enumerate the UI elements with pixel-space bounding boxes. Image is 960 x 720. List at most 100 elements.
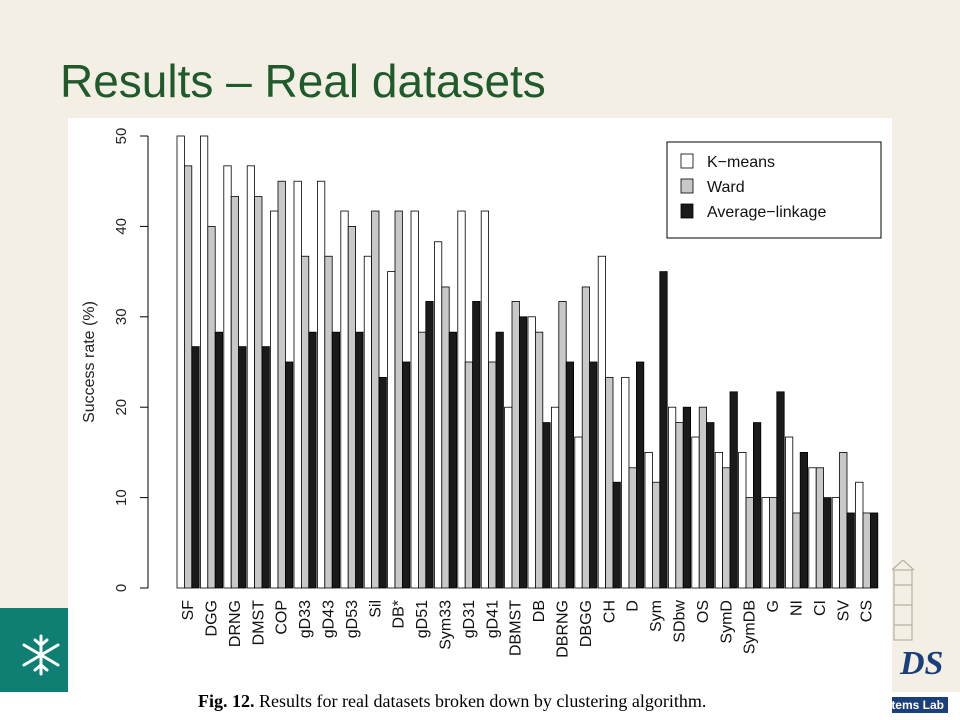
bar-ward bbox=[722, 467, 731, 589]
x-tick-label: NI bbox=[789, 600, 806, 616]
bar-average-linkage bbox=[659, 271, 668, 589]
bar-kmeans bbox=[410, 210, 419, 589]
bar-average-linkage bbox=[706, 422, 715, 589]
tower-logo: DS bbox=[891, 560, 943, 682]
bar-kmeans bbox=[785, 436, 794, 589]
bar-kmeans bbox=[270, 210, 279, 589]
x-tick-label: DB* bbox=[391, 600, 408, 628]
x-tick-label: SDbw bbox=[672, 600, 689, 643]
bar-kmeans bbox=[574, 436, 583, 589]
bar-kmeans bbox=[691, 436, 700, 589]
x-tick-label: Sil bbox=[367, 600, 384, 618]
bar-average-linkage bbox=[846, 512, 855, 589]
bar-ward bbox=[347, 226, 357, 589]
bar-ward bbox=[534, 331, 544, 589]
bar-kmeans bbox=[714, 451, 724, 589]
bar-kmeans bbox=[668, 406, 677, 589]
bar-kmeans bbox=[831, 497, 841, 589]
bar-ward bbox=[839, 451, 848, 589]
bar-average-linkage bbox=[238, 346, 247, 589]
bar-average-linkage bbox=[261, 346, 270, 589]
bar-ward bbox=[464, 361, 474, 589]
ds-logo-text: DS bbox=[899, 645, 943, 682]
bar-average-linkage bbox=[331, 331, 341, 589]
bar-kmeans bbox=[480, 210, 490, 589]
legend-label: K−means bbox=[707, 154, 775, 171]
bar-ward bbox=[652, 481, 661, 589]
figure-caption: Fig. 12. Results for real datasets broke… bbox=[198, 691, 706, 712]
bar-kmeans bbox=[340, 210, 349, 589]
y-tick-label: 20 bbox=[113, 399, 130, 416]
figure-panel: 0 10 20 30 40 50 Success rate (%) SF DGG DRNG DMST… bbox=[68, 118, 892, 720]
bar-kmeans bbox=[761, 497, 770, 589]
bar-chart: 0 10 20 30 40 50 Success rate (%) SF DGG DRNG DMST… bbox=[81, 128, 882, 658]
bar-average-linkage bbox=[378, 376, 387, 589]
bar-average-linkage bbox=[870, 512, 879, 589]
x-tick-label: G bbox=[765, 600, 782, 612]
x-tick-label: gD33 bbox=[297, 600, 314, 638]
bar-kmeans bbox=[199, 135, 209, 589]
bar-ward bbox=[745, 497, 754, 589]
bar-average-linkage bbox=[753, 422, 762, 589]
bar-average-linkage bbox=[799, 451, 809, 589]
bar-average-linkage bbox=[823, 497, 832, 589]
bar-average-linkage bbox=[682, 406, 692, 589]
y-tick-label: 40 bbox=[113, 218, 130, 235]
bar-average-linkage bbox=[518, 316, 528, 589]
bar-ward bbox=[815, 467, 825, 589]
x-tick-label: OS bbox=[695, 600, 712, 623]
x-tick-label: gD43 bbox=[321, 600, 338, 638]
x-tick-label: SymDB bbox=[742, 600, 759, 654]
bar-kmeans bbox=[855, 481, 864, 589]
bar-average-linkage bbox=[472, 301, 481, 589]
bar-ward bbox=[254, 196, 263, 589]
bar-ward bbox=[441, 286, 450, 589]
legend-swatch bbox=[680, 178, 694, 194]
bar-average-linkage bbox=[355, 331, 364, 589]
bar-ward bbox=[558, 301, 567, 589]
x-tick-label: SV bbox=[835, 600, 852, 622]
x-tick-label: D bbox=[625, 600, 642, 612]
x-tick-label: SF bbox=[180, 600, 197, 621]
bar-average-linkage bbox=[565, 361, 575, 589]
bar-average-linkage bbox=[612, 481, 621, 589]
x-tick-label: DBRNG bbox=[555, 600, 572, 658]
bar-ward bbox=[184, 165, 193, 589]
bar-kmeans bbox=[457, 210, 466, 589]
legend-label: Ward bbox=[707, 179, 745, 196]
y-tick-label: 30 bbox=[113, 308, 130, 325]
bar-kmeans bbox=[176, 135, 185, 589]
x-tick-label: DBMST bbox=[508, 600, 525, 656]
bar-ward bbox=[207, 226, 216, 589]
bar-ward bbox=[862, 512, 871, 589]
bar-average-linkage bbox=[308, 331, 317, 589]
bar-average-linkage bbox=[729, 391, 738, 589]
bar-average-linkage bbox=[401, 361, 411, 589]
bar-average-linkage bbox=[542, 422, 551, 589]
bar-kmeans bbox=[316, 180, 326, 589]
bar-average-linkage bbox=[425, 301, 434, 589]
x-tick-label: gD41 bbox=[484, 600, 501, 638]
x-tick-label: DBGG bbox=[578, 600, 595, 647]
bar-ward bbox=[605, 376, 614, 589]
footer-lab-text: tems Lab bbox=[887, 697, 948, 713]
x-tick-label: DRNG bbox=[227, 600, 244, 647]
bar-average-linkage bbox=[776, 391, 785, 589]
bar-average-linkage bbox=[284, 361, 294, 589]
bar-average-linkage bbox=[191, 346, 200, 589]
bar-ward bbox=[675, 422, 684, 589]
legend-swatch bbox=[680, 153, 694, 169]
caption-text: Results for real datasets broken down by… bbox=[259, 691, 707, 711]
bar-ward bbox=[769, 497, 778, 589]
slide-title: Results – Real datasets bbox=[60, 55, 546, 107]
bar-kmeans bbox=[246, 165, 255, 589]
bar-kmeans bbox=[433, 241, 443, 589]
legend-swatch bbox=[680, 203, 694, 219]
bar-kmeans bbox=[504, 406, 513, 589]
bar-kmeans bbox=[621, 376, 630, 589]
bar-kmeans bbox=[293, 180, 302, 589]
bar-average-linkage bbox=[495, 331, 504, 589]
bar-kmeans bbox=[387, 271, 396, 589]
x-tick-label: CH bbox=[601, 600, 618, 623]
y-tick-label: 0 bbox=[113, 584, 130, 592]
